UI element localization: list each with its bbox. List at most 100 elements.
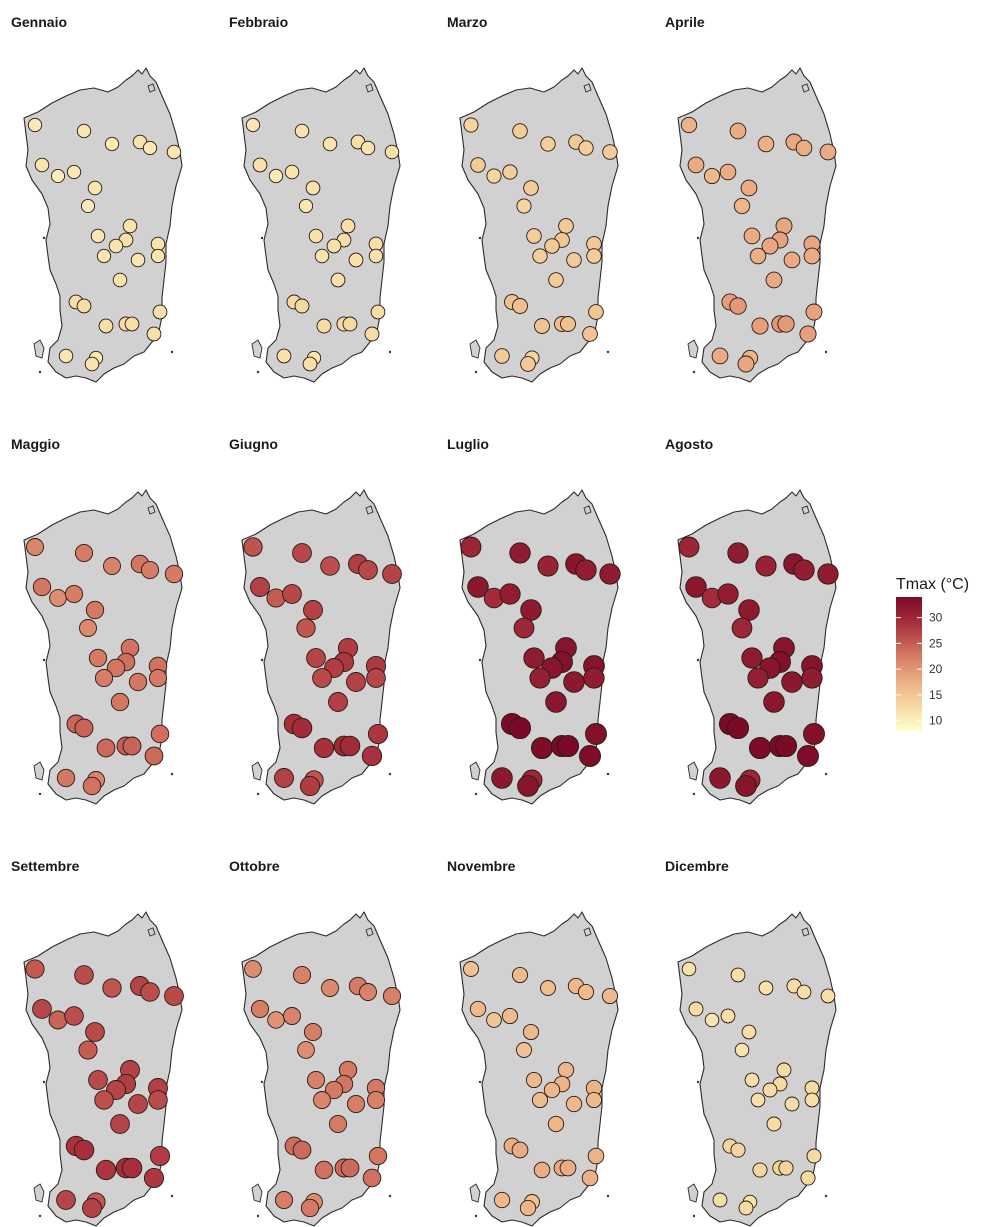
station-marker — [738, 599, 760, 621]
station-marker — [95, 1159, 117, 1181]
month-panel: Aprile — [665, 14, 837, 383]
sardinia-map — [677, 67, 837, 383]
station-marker — [312, 668, 332, 688]
station-marker — [747, 667, 769, 689]
station-marker — [703, 167, 721, 185]
station-marker — [130, 252, 146, 268]
station-marker — [284, 164, 300, 180]
station-marker — [587, 1147, 605, 1165]
station-marker — [532, 248, 548, 264]
station-marker — [148, 1090, 168, 1110]
station-marker — [82, 776, 102, 796]
station-marker — [314, 248, 330, 264]
station-marker — [533, 1161, 551, 1179]
station-marker — [750, 1092, 766, 1108]
station-marker — [296, 618, 316, 638]
panel-title: Febbraio — [229, 14, 288, 30]
station-marker — [303, 1022, 323, 1042]
station-marker — [243, 537, 263, 557]
station-marker — [712, 1192, 728, 1208]
station-marker — [245, 117, 261, 133]
station-marker — [727, 542, 749, 564]
station-marker — [328, 1114, 348, 1134]
station-marker — [523, 180, 539, 196]
panel-title: Gennaio — [11, 14, 67, 30]
station-marker — [321, 979, 339, 997]
station-marker — [493, 1191, 511, 1209]
station-marker — [470, 157, 486, 173]
station-marker — [778, 1160, 794, 1176]
station-marker — [563, 671, 585, 693]
station-marker — [783, 251, 801, 269]
station-marker — [520, 599, 542, 621]
station-marker — [32, 999, 52, 1019]
station-marker — [520, 356, 536, 372]
station-marker — [303, 600, 323, 620]
station-marker — [540, 980, 556, 996]
station-marker — [368, 1146, 388, 1166]
station-marker — [685, 576, 707, 598]
station-marker — [545, 691, 567, 713]
station-marker — [509, 542, 531, 564]
station-marker — [103, 557, 121, 575]
station-marker — [150, 236, 166, 252]
station-marker — [579, 745, 601, 767]
legend-tick-label: 20 — [929, 662, 943, 676]
station-marker — [806, 1148, 822, 1164]
station-marker — [367, 723, 389, 745]
station-marker — [106, 658, 126, 678]
station-marker — [84, 356, 100, 372]
station-marker — [819, 143, 837, 161]
station-marker — [463, 117, 479, 133]
station-marker — [294, 298, 310, 314]
station-marker — [499, 583, 521, 605]
sardinia-map — [23, 67, 183, 383]
station-marker — [516, 1042, 532, 1058]
station-marker — [737, 355, 755, 373]
station-marker — [150, 724, 170, 744]
station-marker — [517, 775, 539, 797]
station-marker — [128, 672, 148, 692]
station-marker — [556, 734, 580, 758]
station-marker — [164, 986, 184, 1006]
station-marker — [292, 1140, 312, 1160]
station-marker — [148, 668, 168, 688]
station-marker — [751, 317, 769, 335]
station-marker — [729, 122, 747, 140]
station-marker — [79, 619, 97, 637]
station-marker — [602, 144, 618, 160]
station-marker — [366, 668, 386, 688]
station-marker — [110, 692, 130, 712]
station-marker — [128, 1094, 148, 1114]
station-marker — [513, 617, 535, 639]
station-marker — [547, 1115, 565, 1133]
station-marker — [525, 1071, 543, 1089]
station-marker — [324, 1080, 344, 1100]
sardinia-map — [677, 911, 837, 1227]
month-panel: Giugno — [229, 436, 402, 805]
panel-title: Giugno — [229, 436, 278, 452]
station-marker — [730, 967, 746, 983]
station-marker — [149, 1145, 171, 1167]
station-marker — [687, 156, 705, 174]
station-marker — [292, 543, 312, 563]
station-marker — [709, 767, 731, 789]
station-marker — [566, 252, 582, 268]
sardinia-map — [241, 489, 402, 805]
sardinia-map — [459, 489, 621, 805]
station-marker — [348, 252, 364, 268]
station-marker — [730, 1142, 746, 1158]
station-marker — [585, 723, 607, 745]
station-marker — [267, 1011, 285, 1029]
station-marker — [48, 1010, 68, 1030]
station-marker — [297, 1041, 315, 1059]
station-marker — [557, 1061, 575, 1079]
station-marker — [26, 538, 44, 556]
station-marker — [382, 564, 402, 584]
station-marker — [122, 218, 138, 234]
station-marker — [80, 198, 96, 214]
station-marker — [252, 157, 268, 173]
station-marker — [266, 588, 286, 608]
station-marker — [85, 1022, 105, 1042]
station-marker — [50, 168, 66, 184]
